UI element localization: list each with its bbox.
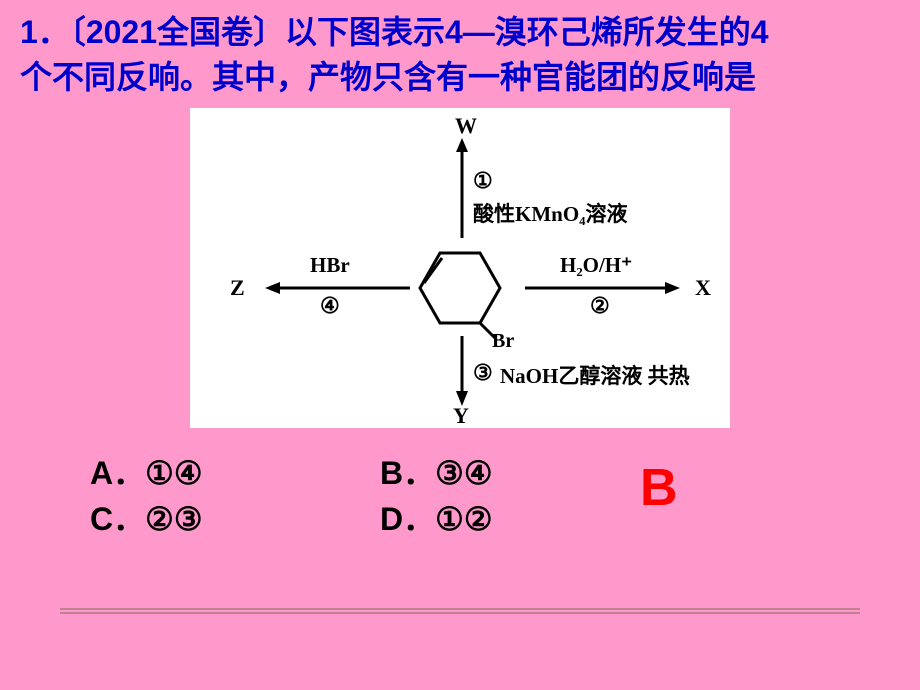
reaction-4-number: ④ — [320, 293, 340, 319]
reaction-2-number: ② — [590, 293, 610, 319]
product-w: W — [455, 113, 477, 139]
arrow-down-icon — [452, 336, 472, 406]
product-z: Z — [230, 275, 245, 301]
reaction-3-number: ③ — [473, 360, 493, 386]
question-stem: 1．〔2021全国卷〕以下图表示4—溴环己烯所发生的4 个不同反响。其中，产物只… — [0, 0, 920, 100]
reaction-4-reagent: HBr — [310, 253, 350, 278]
option-d-key: D． — [380, 501, 435, 537]
stem-line-2: 个不同反响。其中，产物只含有一种官能团的反响是 — [20, 59, 756, 95]
option-a-key: A． — [90, 455, 145, 491]
option-a: A．①④ — [90, 448, 380, 494]
correct-answer: B — [640, 458, 678, 518]
divider-line-2 — [60, 612, 860, 614]
product-x: X — [695, 275, 711, 301]
option-c: C．②③ — [90, 494, 380, 540]
reaction-1-number: ① — [473, 168, 493, 194]
stem-line-1: 〔2021全国卷〕以下图表示4—溴环己烯所发生的4 — [70, 14, 769, 50]
cyclohexene-structure — [410, 243, 520, 343]
options-row-1: A．①④ B．③④ — [90, 448, 920, 494]
reaction-3-reagent: NaOH乙醇溶液 共热 — [500, 360, 690, 390]
option-b-key: B． — [380, 455, 435, 491]
reaction-diagram: Br W ① 酸性KMnO₄溶液 H₂O/H⁺ ② X HBr ④ Z ③ Na… — [190, 108, 730, 428]
option-c-value: ②③ — [145, 501, 202, 537]
option-b-value: ③④ — [435, 455, 492, 491]
option-d: D．①② — [380, 494, 670, 540]
reaction-1-reagent: 酸性KMnO₄溶液 — [473, 198, 627, 228]
option-a-value: ①④ — [145, 455, 202, 491]
option-c-key: C． — [90, 501, 145, 537]
option-d-value: ①② — [435, 501, 492, 537]
product-y: Y — [453, 403, 469, 429]
options-row-2: C．②③ D．①② — [90, 494, 920, 540]
br-label: Br — [492, 330, 514, 353]
question-number: 1． — [20, 14, 70, 50]
arrow-up-icon — [452, 138, 472, 238]
option-b: B．③④ — [380, 448, 670, 494]
divider-line-1 — [60, 608, 860, 610]
reaction-2-reagent: H₂O/H⁺ — [560, 253, 632, 278]
